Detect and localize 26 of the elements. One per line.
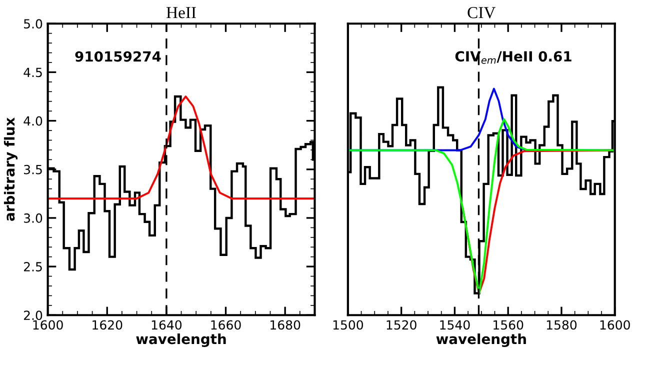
text: CIV$_{em}$/HeII 0.61 — [455, 51, 572, 64]
y-tick-label: 3.0 — [24, 213, 42, 223]
x-axis-title: wavelength — [136, 333, 226, 348]
y-axis-title: arbitrary flux — [4, 117, 18, 221]
x-tick-label: 1580 — [546, 320, 577, 330]
y-tick-label: 3.5 — [24, 164, 42, 174]
x-axis-title: wavelength — [436, 333, 526, 348]
y-tick-label: 4.5 — [24, 68, 42, 78]
x-tick-label: 1600 — [33, 320, 63, 330]
line-series — [48, 96, 315, 200]
y-tick-label: 2.5 — [24, 262, 42, 272]
x-tick-label: 1560 — [494, 320, 524, 330]
x-tick-label: 1540 — [440, 320, 470, 330]
x-tick-label: 1520 — [386, 320, 416, 330]
x-tick-label: 1600 — [600, 320, 630, 330]
x-tick-label: 1620 — [92, 320, 122, 330]
y-tick-label: 5.0 — [24, 19, 42, 29]
chart-title: CIV — [468, 7, 496, 18]
annotation: 910159274 — [75, 51, 161, 62]
x-tick-label: 1680 — [270, 320, 300, 330]
y-tick-label: 4.0 — [24, 116, 42, 126]
x-tick-label: 1660 — [211, 320, 241, 330]
x-tick-label: 1500 — [333, 320, 364, 330]
x-tick-label: 1640 — [152, 320, 182, 330]
chart-title: HeII — [166, 7, 196, 18]
y-tick-label: 2.0 — [24, 310, 42, 320]
